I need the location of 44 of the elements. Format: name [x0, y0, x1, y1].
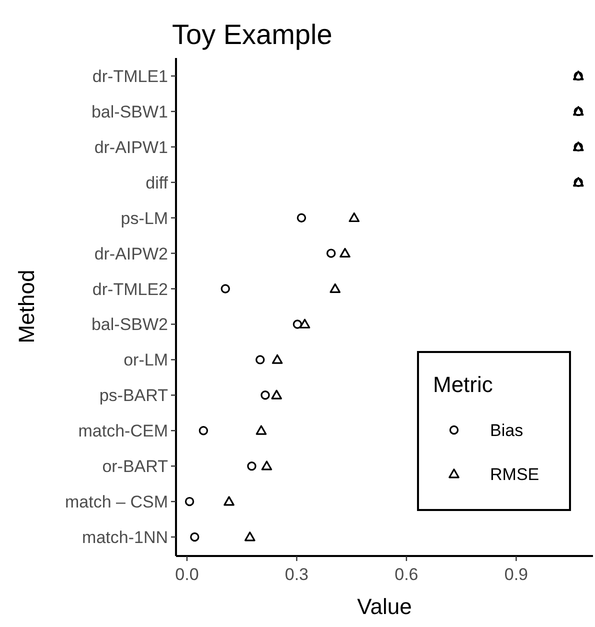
point [224, 496, 234, 506]
point [190, 532, 200, 542]
x-tick-label: 0.6 [394, 565, 418, 584]
point [260, 390, 270, 400]
y-tick-label: match – CSM [65, 492, 168, 512]
legend-label: Bias [490, 421, 524, 440]
x-axis-title: Value [357, 594, 412, 619]
y-tick-label: bal-SBW1 [91, 102, 168, 122]
y-tick-label: dr-TMLE1 [92, 67, 168, 86]
chart-title: Toy Example [172, 19, 332, 50]
y-tick-label: or-LM [124, 350, 168, 370]
point [247, 461, 256, 471]
x-tick-label: 0.0 [175, 565, 199, 584]
point [244, 532, 256, 542]
y-tick-label: bal-SBW2 [91, 315, 168, 334]
y-tick-label: match-CEM [78, 422, 168, 441]
point [256, 425, 267, 435]
point [271, 390, 282, 400]
point [256, 355, 265, 364]
point [292, 320, 302, 329]
x-tick-label: 0.9 [504, 565, 528, 584]
y-tick-label: diff [146, 173, 168, 192]
y-tick-label: dr-TMLE2 [92, 280, 168, 299]
x-tick-label: 0.3 [284, 565, 309, 584]
y-tick-label: ps-LM [120, 208, 168, 228]
y-tick-label: or-BART [102, 457, 168, 476]
point [348, 212, 360, 222]
y-tick-label: dr-AIPW2 [94, 244, 168, 264]
point [326, 248, 336, 258]
y-tick-label: ps-BART [99, 386, 168, 406]
point [340, 248, 350, 258]
y-tick-label: dr-AIPW1 [94, 138, 168, 157]
point [184, 496, 194, 506]
point [261, 460, 272, 470]
y-tick-label: match-1NN [82, 528, 168, 547]
point [330, 283, 341, 293]
point [220, 284, 230, 294]
legend-title: Metric [433, 372, 493, 397]
point [296, 213, 306, 222]
legend-label: RMSE [490, 465, 540, 484]
point [299, 318, 310, 328]
y-axis-title: Method [14, 270, 39, 344]
point [272, 354, 283, 364]
point [198, 426, 208, 436]
